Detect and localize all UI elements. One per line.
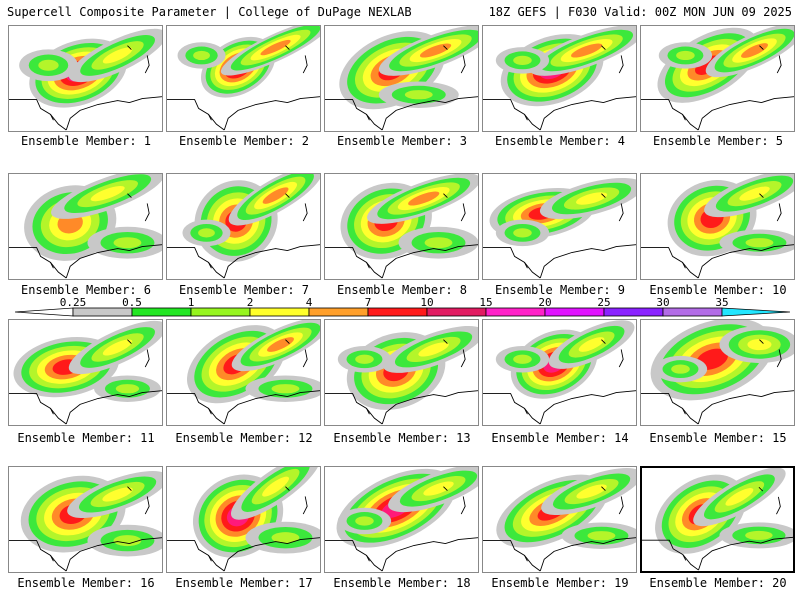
colorbar-tick-label: 10 (420, 296, 434, 309)
colorbar-tick-label: 35 (715, 296, 729, 309)
header-valid-time: 18Z GEFS | F030 Valid: 00Z MON JUN 09 20… (488, 5, 792, 19)
ensemble-map-member-9[interactable] (482, 173, 637, 280)
scp-field-map (9, 320, 162, 425)
ensemble-map-member-7[interactable] (166, 173, 321, 280)
member-caption: Ensemble Member: 4 (494, 134, 626, 148)
colorbar-tick-label: 25 (597, 296, 611, 309)
member-caption: Ensemble Member: 16 (17, 576, 155, 590)
scp-field-map (483, 26, 636, 131)
ensemble-map-member-5[interactable] (640, 25, 795, 132)
scp-field-map (9, 174, 162, 279)
scp-field-map (167, 26, 320, 131)
colorbar-tick-label: 30 (656, 296, 670, 309)
member-caption: Ensemble Member: 3 (336, 134, 468, 148)
ensemble-map-member-6[interactable] (8, 173, 163, 280)
member-caption: Ensemble Member: 10 (649, 283, 787, 297)
colorbar-tick-label: 7 (364, 296, 372, 309)
colorbar-segment (426, 307, 487, 317)
ensemble-map-member-11[interactable] (8, 319, 163, 426)
header-title: Supercell Composite Parameter | College … (7, 5, 412, 19)
colorbar-segment (367, 307, 428, 317)
member-caption: Ensemble Member: 15 (649, 431, 787, 445)
ensemble-map-member-12[interactable] (166, 319, 321, 426)
colorbar-segment (544, 307, 605, 317)
scp-field-map (483, 320, 636, 425)
member-caption: Ensemble Member: 19 (491, 576, 629, 590)
scp-field-map (167, 467, 320, 572)
ensemble-map-member-2[interactable] (166, 25, 321, 132)
ensemble-map-member-1[interactable] (8, 25, 163, 132)
member-caption: Ensemble Member: 6 (20, 283, 152, 297)
colorbar-tick-label: 0.25 (59, 296, 87, 309)
member-caption: Ensemble Member: 5 (652, 134, 784, 148)
ensemble-map-member-17[interactable] (166, 466, 321, 573)
colorbar-tick-label: 15 (479, 296, 493, 309)
member-caption: Ensemble Member: 2 (178, 134, 310, 148)
ensemble-map-member-15[interactable] (640, 319, 795, 426)
colorbar-segment (721, 307, 791, 317)
member-caption: Ensemble Member: 20 (649, 576, 787, 590)
scp-field-map (167, 320, 320, 425)
member-caption: Ensemble Member: 17 (175, 576, 313, 590)
colorbar-tick-label: 20 (538, 296, 552, 309)
member-caption: Ensemble Member: 11 (17, 431, 155, 445)
scp-field-map (325, 174, 478, 279)
ensemble-map-member-20[interactable] (640, 466, 795, 573)
member-caption: Ensemble Member: 9 (494, 283, 626, 297)
colorbar-segment (72, 307, 133, 317)
colorbar-tick-label: 1 (187, 296, 195, 309)
scp-field-map (325, 320, 478, 425)
member-caption: Ensemble Member: 18 (333, 576, 471, 590)
scp-field-map (9, 467, 162, 572)
colorbar-tick-label: 4 (305, 296, 313, 309)
colorbar-segment (131, 307, 192, 317)
member-caption: Ensemble Member: 1 (20, 134, 152, 148)
scp-field-map (641, 320, 794, 425)
ensemble-map-member-16[interactable] (8, 466, 163, 573)
colorbar-segment (662, 307, 723, 317)
colorbar-segment (249, 307, 310, 317)
colorbar-segment (190, 307, 251, 317)
colorbar-segment (485, 307, 546, 317)
ensemble-map-member-4[interactable] (482, 25, 637, 132)
colorbar-tick-label: 0.5 (122, 296, 142, 309)
scp-field-map (483, 174, 636, 279)
scp-field-map (483, 467, 636, 572)
scp-field-map (642, 468, 793, 571)
ensemble-map-member-10[interactable] (640, 173, 795, 280)
member-caption: Ensemble Member: 13 (333, 431, 471, 445)
member-caption: Ensemble Member: 14 (491, 431, 629, 445)
scp-field-map (325, 467, 478, 572)
ensemble-map-member-13[interactable] (324, 319, 479, 426)
member-caption: Ensemble Member: 8 (336, 283, 468, 297)
colorbar-segment (603, 307, 664, 317)
colorbar-tick-label: 2 (246, 296, 254, 309)
scp-field-map (641, 174, 794, 279)
scp-field-map (325, 26, 478, 131)
ensemble-map-member-18[interactable] (324, 466, 479, 573)
colorbar-segment (14, 307, 74, 317)
ensemble-map-member-3[interactable] (324, 25, 479, 132)
colorbar-segment (308, 307, 369, 317)
ensemble-map-member-19[interactable] (482, 466, 637, 573)
scp-field-map (167, 174, 320, 279)
colorbar-graphic (14, 307, 791, 317)
member-caption: Ensemble Member: 12 (175, 431, 313, 445)
scp-field-map (641, 26, 794, 131)
colorbar-legend: 0.25 0.5 1 2 4 7 10 15 20 25 30 35 (14, 296, 791, 320)
member-caption: Ensemble Member: 7 (178, 283, 310, 297)
scp-field-map (9, 26, 162, 131)
ensemble-map-member-8[interactable] (324, 173, 479, 280)
ensemble-map-member-14[interactable] (482, 319, 637, 426)
